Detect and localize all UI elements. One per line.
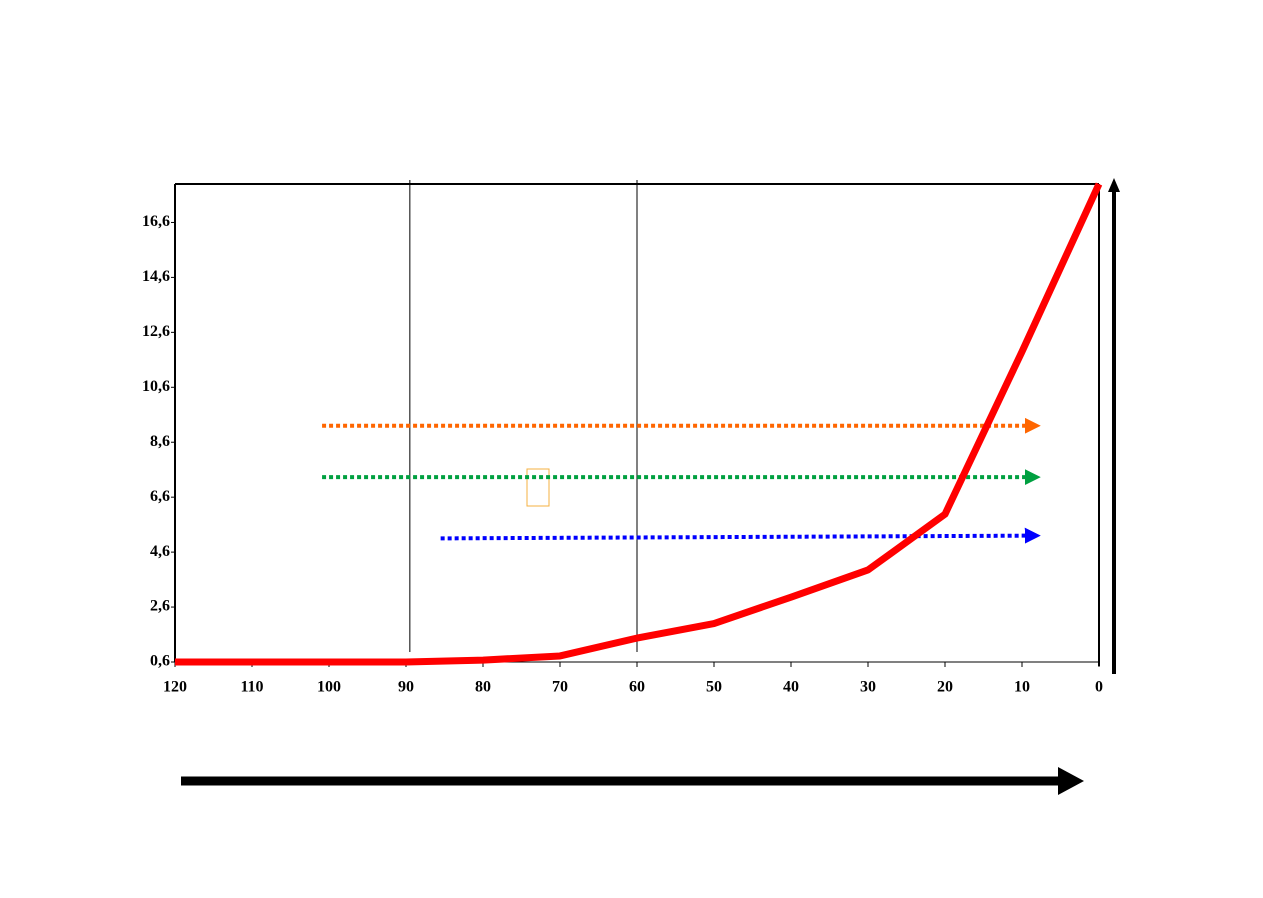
y-tick-label: 16,6 [142, 213, 170, 230]
x-tick-label: 40 [783, 679, 799, 696]
x-tick-label: 30 [860, 679, 876, 696]
y-tick-label: 12,6 [142, 323, 170, 340]
x-tick-label: 50 [706, 679, 722, 696]
line-series [175, 182, 1103, 666]
x-tick-label: 110 [240, 679, 263, 696]
y-tick-label: 10,6 [142, 378, 170, 395]
x-tick-label: 20 [937, 679, 953, 696]
y-tick-label: 6,6 [150, 488, 170, 505]
dotted-arrow [440, 527, 1041, 544]
y-tick-label: 14,6 [142, 268, 170, 285]
x-tick-label: 90 [398, 679, 414, 696]
x-tick-label: 60 [629, 679, 645, 696]
x-tick-label: 10 [1014, 679, 1030, 696]
bottom-arrow-head [1058, 767, 1084, 795]
y-tick-label: 2,6 [150, 598, 170, 615]
x-tick-label: 80 [475, 679, 491, 696]
x-tick-label: 120 [163, 679, 187, 696]
x-tick-label: 100 [317, 679, 341, 696]
right-arrow-head [1108, 178, 1120, 192]
y-tick-label: 8,6 [150, 433, 170, 450]
glyph-box [526, 468, 550, 507]
x-tick-label: 70 [552, 679, 568, 696]
x-tick-label: 0 [1095, 679, 1103, 696]
y-tick-label: 0,6 [150, 653, 170, 670]
y-tick-label: 4,6 [150, 543, 170, 560]
